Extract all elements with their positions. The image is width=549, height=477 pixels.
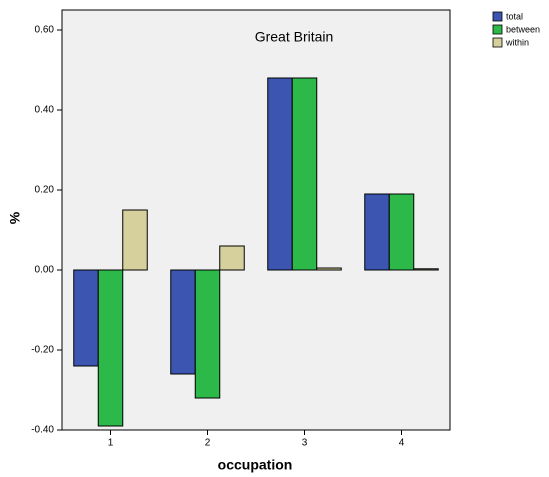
- x-tick-label: 3: [302, 438, 308, 449]
- y-tick-label: 0.40: [35, 105, 55, 116]
- legend-label: within: [505, 37, 529, 47]
- bar: [267, 77, 293, 271]
- bar: [388, 193, 415, 271]
- legend-swatch: [492, 11, 503, 22]
- x-tick-label: 2: [205, 438, 211, 449]
- bar: [73, 269, 99, 367]
- bar: [122, 209, 148, 271]
- chart-title: Great Britain: [255, 29, 334, 45]
- y-tick-label: 0.60: [35, 25, 55, 36]
- bar: [316, 267, 342, 271]
- bar: [364, 193, 390, 271]
- y-tick-label: -0.20: [31, 345, 54, 356]
- y-tick-label: 0.00: [35, 265, 55, 276]
- y-tick-label: -0.40: [31, 425, 54, 436]
- y-axis-label: %: [7, 211, 23, 224]
- bar: [97, 269, 124, 427]
- bar: [194, 269, 221, 399]
- legend-label: between: [506, 24, 540, 34]
- bar: [291, 77, 318, 271]
- bar: [219, 245, 245, 271]
- legend-swatch: [492, 24, 503, 35]
- bar: [170, 269, 196, 375]
- x-axis-label: occupation: [218, 457, 293, 473]
- bar: [413, 268, 439, 271]
- x-tick-label: 4: [399, 438, 405, 449]
- legend-swatch: [492, 37, 503, 48]
- y-tick-label: 0.20: [35, 185, 55, 196]
- legend-label: total: [506, 11, 523, 21]
- x-tick-label: 1: [108, 438, 114, 449]
